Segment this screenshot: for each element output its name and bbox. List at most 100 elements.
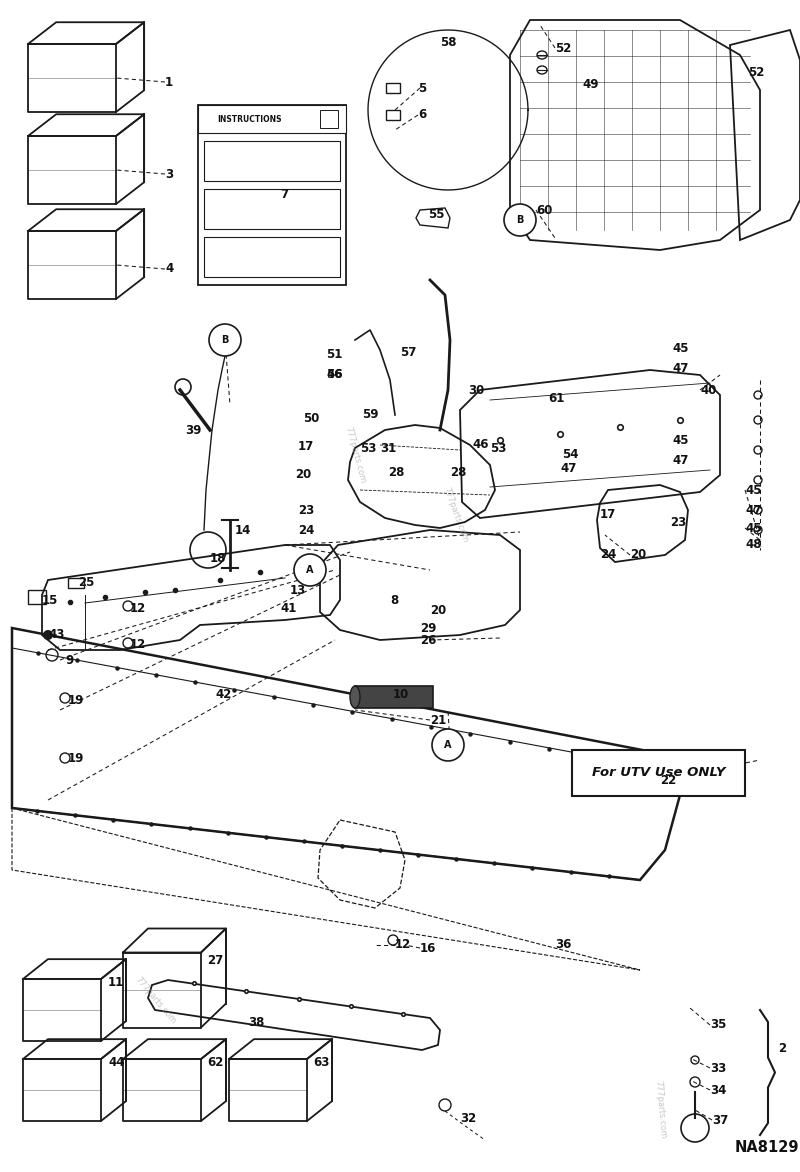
Text: 54: 54 xyxy=(562,449,578,462)
Text: 31: 31 xyxy=(380,442,396,455)
Text: 32: 32 xyxy=(460,1111,476,1124)
Text: 24: 24 xyxy=(600,548,616,561)
Text: A: A xyxy=(444,740,452,750)
Text: 61: 61 xyxy=(548,391,564,404)
Text: 29: 29 xyxy=(420,621,436,634)
Text: 30: 30 xyxy=(468,383,484,396)
Bar xyxy=(355,686,433,708)
Text: 45: 45 xyxy=(672,434,689,447)
Text: 28: 28 xyxy=(388,465,404,478)
Text: 777parts.com: 777parts.com xyxy=(441,486,469,544)
Circle shape xyxy=(294,554,326,586)
Text: 60: 60 xyxy=(536,204,552,217)
Text: 40: 40 xyxy=(700,383,716,396)
Text: 45: 45 xyxy=(672,341,689,354)
Text: 58: 58 xyxy=(440,35,457,48)
Text: 55: 55 xyxy=(428,209,445,222)
Text: 777parts.com: 777parts.com xyxy=(343,425,367,484)
Text: 14: 14 xyxy=(235,524,251,537)
Bar xyxy=(386,110,400,120)
Bar xyxy=(204,189,340,229)
Text: 1: 1 xyxy=(165,75,173,89)
Text: 24: 24 xyxy=(298,524,314,537)
Text: 15: 15 xyxy=(42,593,58,606)
Text: 11: 11 xyxy=(108,975,124,988)
Text: 39: 39 xyxy=(185,423,202,436)
Text: 53: 53 xyxy=(490,442,506,455)
Text: 19: 19 xyxy=(68,694,84,707)
Circle shape xyxy=(504,204,536,236)
Text: A: A xyxy=(306,565,314,575)
Text: 8: 8 xyxy=(390,593,398,606)
Text: 12: 12 xyxy=(395,939,411,952)
Bar xyxy=(28,590,46,604)
Text: 51: 51 xyxy=(326,348,342,361)
Text: 42: 42 xyxy=(215,688,231,702)
Text: 777parts.com: 777parts.com xyxy=(133,975,177,1026)
Text: 18: 18 xyxy=(210,552,226,565)
Text: INSTRUCTIONS: INSTRUCTIONS xyxy=(218,115,282,123)
Bar xyxy=(386,83,400,93)
Text: 46: 46 xyxy=(472,438,489,451)
Text: 21: 21 xyxy=(430,714,446,727)
Bar xyxy=(68,578,84,588)
Text: 22: 22 xyxy=(660,774,676,786)
Text: 3: 3 xyxy=(165,168,173,180)
Text: 43: 43 xyxy=(48,628,64,641)
Text: 16: 16 xyxy=(420,941,436,954)
Text: 4: 4 xyxy=(165,263,174,275)
Text: For UTV Use ONLY: For UTV Use ONLY xyxy=(592,766,726,779)
Text: 45: 45 xyxy=(745,522,762,534)
Text: 20: 20 xyxy=(430,604,446,616)
Text: 10: 10 xyxy=(393,688,410,702)
Text: 17: 17 xyxy=(298,441,314,454)
Text: 9: 9 xyxy=(65,654,74,667)
Text: 50: 50 xyxy=(303,411,319,424)
Circle shape xyxy=(43,631,53,640)
Bar xyxy=(204,141,340,180)
Text: 62: 62 xyxy=(207,1056,223,1069)
Text: 41: 41 xyxy=(280,601,296,614)
Text: 27: 27 xyxy=(207,954,223,967)
Bar xyxy=(572,750,745,796)
Text: 20: 20 xyxy=(295,469,311,482)
Text: 26: 26 xyxy=(420,634,436,647)
Text: 45: 45 xyxy=(745,484,762,497)
Text: 52: 52 xyxy=(555,41,571,55)
Text: 56: 56 xyxy=(326,368,342,382)
Text: 36: 36 xyxy=(555,939,571,952)
Text: 47: 47 xyxy=(672,361,688,375)
Bar xyxy=(204,237,340,277)
Text: NA8129: NA8129 xyxy=(735,1140,799,1154)
Text: 23: 23 xyxy=(298,504,314,517)
Text: 47: 47 xyxy=(745,504,762,517)
Text: 46: 46 xyxy=(326,368,342,382)
Text: 49: 49 xyxy=(582,79,598,91)
Bar xyxy=(320,110,338,128)
Text: 2: 2 xyxy=(778,1042,786,1055)
Text: 52: 52 xyxy=(748,66,764,79)
Circle shape xyxy=(432,729,464,761)
Ellipse shape xyxy=(350,686,360,708)
Text: 19: 19 xyxy=(68,751,84,764)
Text: 47: 47 xyxy=(672,454,688,466)
Bar xyxy=(198,105,346,285)
Text: 7: 7 xyxy=(280,189,288,202)
Text: 28: 28 xyxy=(450,465,466,478)
Text: 777parts.com: 777parts.com xyxy=(653,1081,667,1139)
Text: 44: 44 xyxy=(108,1056,125,1069)
Text: 20: 20 xyxy=(630,548,646,561)
Text: 25: 25 xyxy=(78,575,94,588)
Text: B: B xyxy=(222,335,229,345)
Text: 35: 35 xyxy=(710,1018,726,1031)
Text: 53: 53 xyxy=(360,442,376,455)
Text: B: B xyxy=(516,214,524,225)
Circle shape xyxy=(209,323,241,356)
Text: 59: 59 xyxy=(362,409,378,422)
Text: 37: 37 xyxy=(712,1113,728,1126)
Text: 12: 12 xyxy=(130,639,146,652)
Text: 13: 13 xyxy=(290,584,306,597)
Text: 34: 34 xyxy=(710,1083,726,1097)
Text: 57: 57 xyxy=(400,346,416,359)
Text: 6: 6 xyxy=(418,109,426,122)
